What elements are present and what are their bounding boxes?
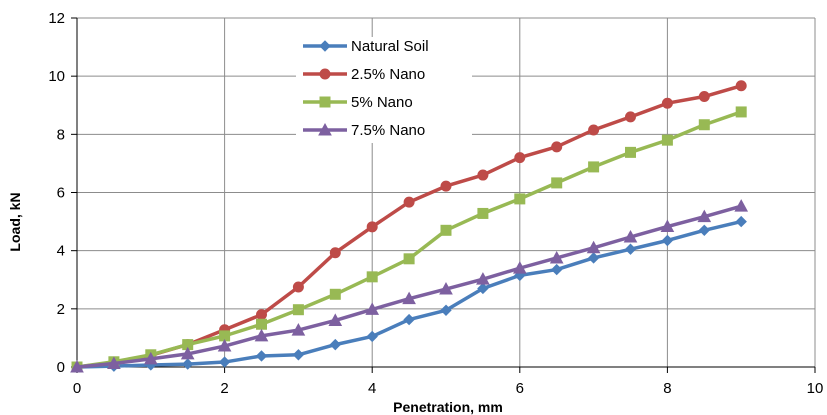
- data-point: [735, 215, 747, 228]
- data-point: [661, 134, 673, 146]
- data-point: [549, 250, 564, 264]
- legend-entry: Natural Soil: [303, 38, 429, 55]
- legend-marker: [318, 122, 332, 136]
- data-point: [70, 359, 84, 373]
- y-tick-label: 12: [48, 10, 65, 27]
- data-point: [514, 193, 526, 205]
- data-point: [181, 358, 194, 370]
- y-axis-title: Load, kN: [7, 192, 23, 251]
- legend-label: 7.5% Nano: [351, 122, 425, 139]
- data-point: [624, 243, 637, 255]
- data-point: [512, 261, 527, 274]
- data-point: [477, 282, 489, 295]
- data-point: [217, 339, 232, 352]
- data-point: [660, 219, 675, 233]
- data-point: [329, 247, 341, 259]
- data-point: [143, 351, 158, 365]
- data-point: [587, 252, 600, 264]
- data-point: [218, 356, 231, 368]
- legend-label: Natural Soil: [351, 38, 429, 55]
- data-point: [440, 224, 452, 236]
- data-point: [661, 97, 673, 109]
- data-point: [403, 253, 415, 265]
- tick-labels: 0 2 4 6 8 10 12 0 2 4 6 8 10: [48, 10, 823, 397]
- data-point: [402, 291, 416, 305]
- x-tick-label: 4: [368, 380, 376, 397]
- data-point: [403, 196, 415, 208]
- series-line: [76, 110, 742, 369]
- data-point: [551, 141, 563, 153]
- data-point: [735, 106, 747, 118]
- data-point: [477, 207, 489, 219]
- data-point: [586, 240, 601, 254]
- data-point: [588, 124, 600, 136]
- legend-entry: 5% Nano: [303, 94, 413, 111]
- data-point: [623, 229, 638, 243]
- data-point: [255, 350, 268, 362]
- data-point: [550, 263, 563, 276]
- data-point: [440, 180, 452, 192]
- legend-label: 2.5% Nano: [351, 66, 425, 83]
- data-point: [588, 161, 600, 173]
- data-point: [329, 338, 342, 351]
- x-tick-label: 6: [516, 380, 524, 397]
- data-point: [661, 234, 674, 247]
- series-3: [71, 106, 747, 373]
- data-point: [366, 221, 378, 233]
- series-layer: [70, 80, 749, 373]
- x-tick-label: 0: [73, 380, 81, 397]
- data-point: [440, 304, 452, 316]
- data-point: [625, 111, 636, 123]
- legend: Natural Soil 2.5% Nano 5% Nano 7.5% Nano: [296, 37, 472, 143]
- data-point: [439, 282, 453, 295]
- legend-marker: [319, 68, 331, 80]
- data-point: [328, 313, 343, 326]
- series-line: [76, 204, 742, 369]
- data-point: [551, 177, 563, 189]
- data-point: [291, 323, 306, 336]
- data-point: [698, 91, 710, 103]
- data-point: [734, 199, 749, 212]
- data-point: [254, 328, 269, 342]
- data-point: [477, 169, 489, 181]
- data-point: [476, 272, 490, 285]
- data-point: [180, 346, 195, 360]
- x-tick-label: 2: [220, 380, 228, 397]
- data-point: [256, 318, 267, 330]
- data-point: [256, 309, 267, 321]
- data-point: [366, 330, 378, 343]
- y-tick-label: 6: [57, 185, 65, 202]
- data-point: [698, 119, 710, 131]
- data-point: [292, 304, 304, 316]
- data-point: [366, 271, 378, 283]
- y-tick-label: 8: [57, 126, 65, 143]
- data-point: [514, 152, 526, 164]
- legend-entry: 7.5% Nano: [303, 122, 425, 139]
- data-point: [365, 302, 380, 315]
- x-tick-label: 8: [663, 380, 671, 397]
- legend-entry: 2.5% Nano: [303, 66, 425, 83]
- legend-marker: [319, 96, 331, 108]
- data-point: [625, 146, 636, 158]
- x-tick-label: 10: [807, 380, 824, 397]
- y-tick-label: 4: [57, 243, 65, 260]
- y-tick-label: 0: [57, 359, 65, 376]
- y-tick-label: 10: [48, 68, 65, 85]
- data-point: [697, 209, 712, 223]
- y-tick-label: 2: [57, 301, 65, 318]
- legend-label: 5% Nano: [351, 94, 413, 111]
- data-point: [698, 224, 711, 237]
- data-point: [403, 313, 415, 326]
- data-point: [107, 356, 121, 370]
- data-point: [735, 80, 747, 92]
- legend-marker: [319, 40, 331, 52]
- data-point: [292, 281, 304, 293]
- data-point: [292, 349, 305, 361]
- x-axis-title: Penetration, mm: [393, 399, 503, 415]
- data-point: [329, 288, 341, 300]
- series-4: [70, 199, 749, 373]
